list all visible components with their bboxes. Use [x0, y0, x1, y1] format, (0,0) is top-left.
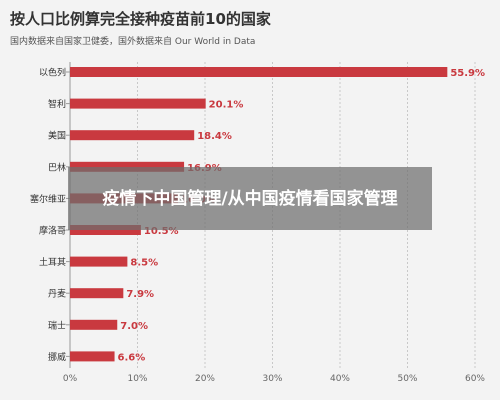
value-label: 7.9% [126, 289, 154, 300]
chart-subtitle: 国内数据来自国家卫健委，国外数据来自 Our World in Data [10, 37, 256, 47]
category-label: 以色列 [39, 67, 66, 79]
value-label: 20.1% [209, 100, 244, 111]
bar [70, 161, 185, 172]
bar [70, 225, 141, 235]
overlay-banner: 疫情下中国管理/从中国疫情看国家管理 [68, 167, 432, 230]
category-label: 巴林 [48, 161, 66, 173]
value-label: 18.4% [197, 131, 232, 142]
bar [70, 288, 124, 299]
overlay-text: 疫情下中国管理/从中国疫情看国家管理 [102, 188, 398, 209]
value-label: 8.5% [130, 258, 158, 269]
x-tick-label: 0% [63, 374, 78, 384]
x-tick-label: 20% [195, 374, 215, 384]
x-tick-label: 10% [127, 374, 147, 384]
x-tick-label: 50% [397, 374, 417, 384]
value-label: 10.5% [144, 226, 179, 237]
category-label: 美国 [48, 130, 66, 142]
chart-header: 按人口比例算完全接种疫苗前10的国家 国内数据来自国家卫健委，国外数据来自 Ou… [10, 8, 490, 47]
bar [70, 256, 128, 267]
x-tick-label: 40% [330, 374, 350, 384]
bar [70, 67, 448, 77]
bar [70, 351, 115, 362]
bar [70, 98, 206, 109]
value-label: 6.6% [118, 352, 146, 363]
category-label: 智利 [48, 98, 66, 110]
category-label: 瑞士 [48, 319, 66, 331]
value-label: 7.0% [120, 321, 148, 332]
x-tick-label: 60% [465, 374, 485, 384]
category-label: 丹麦 [48, 288, 66, 300]
bar [70, 130, 195, 141]
x-tick-labels: 0% 10% 20% 30% 40% 50% 60% [63, 374, 486, 384]
category-label: 挪威 [48, 351, 66, 363]
value-label: 55.9% [450, 68, 485, 79]
category-label: 塞尔维亚 [30, 193, 66, 205]
category-label: 土耳其 [39, 256, 66, 268]
chart-title: 按人口比例算完全接种疫苗前10的国家 [10, 10, 271, 28]
bar [70, 319, 118, 330]
x-tick-label: 30% [262, 374, 282, 384]
category-label: 摩洛哥 [39, 225, 66, 237]
